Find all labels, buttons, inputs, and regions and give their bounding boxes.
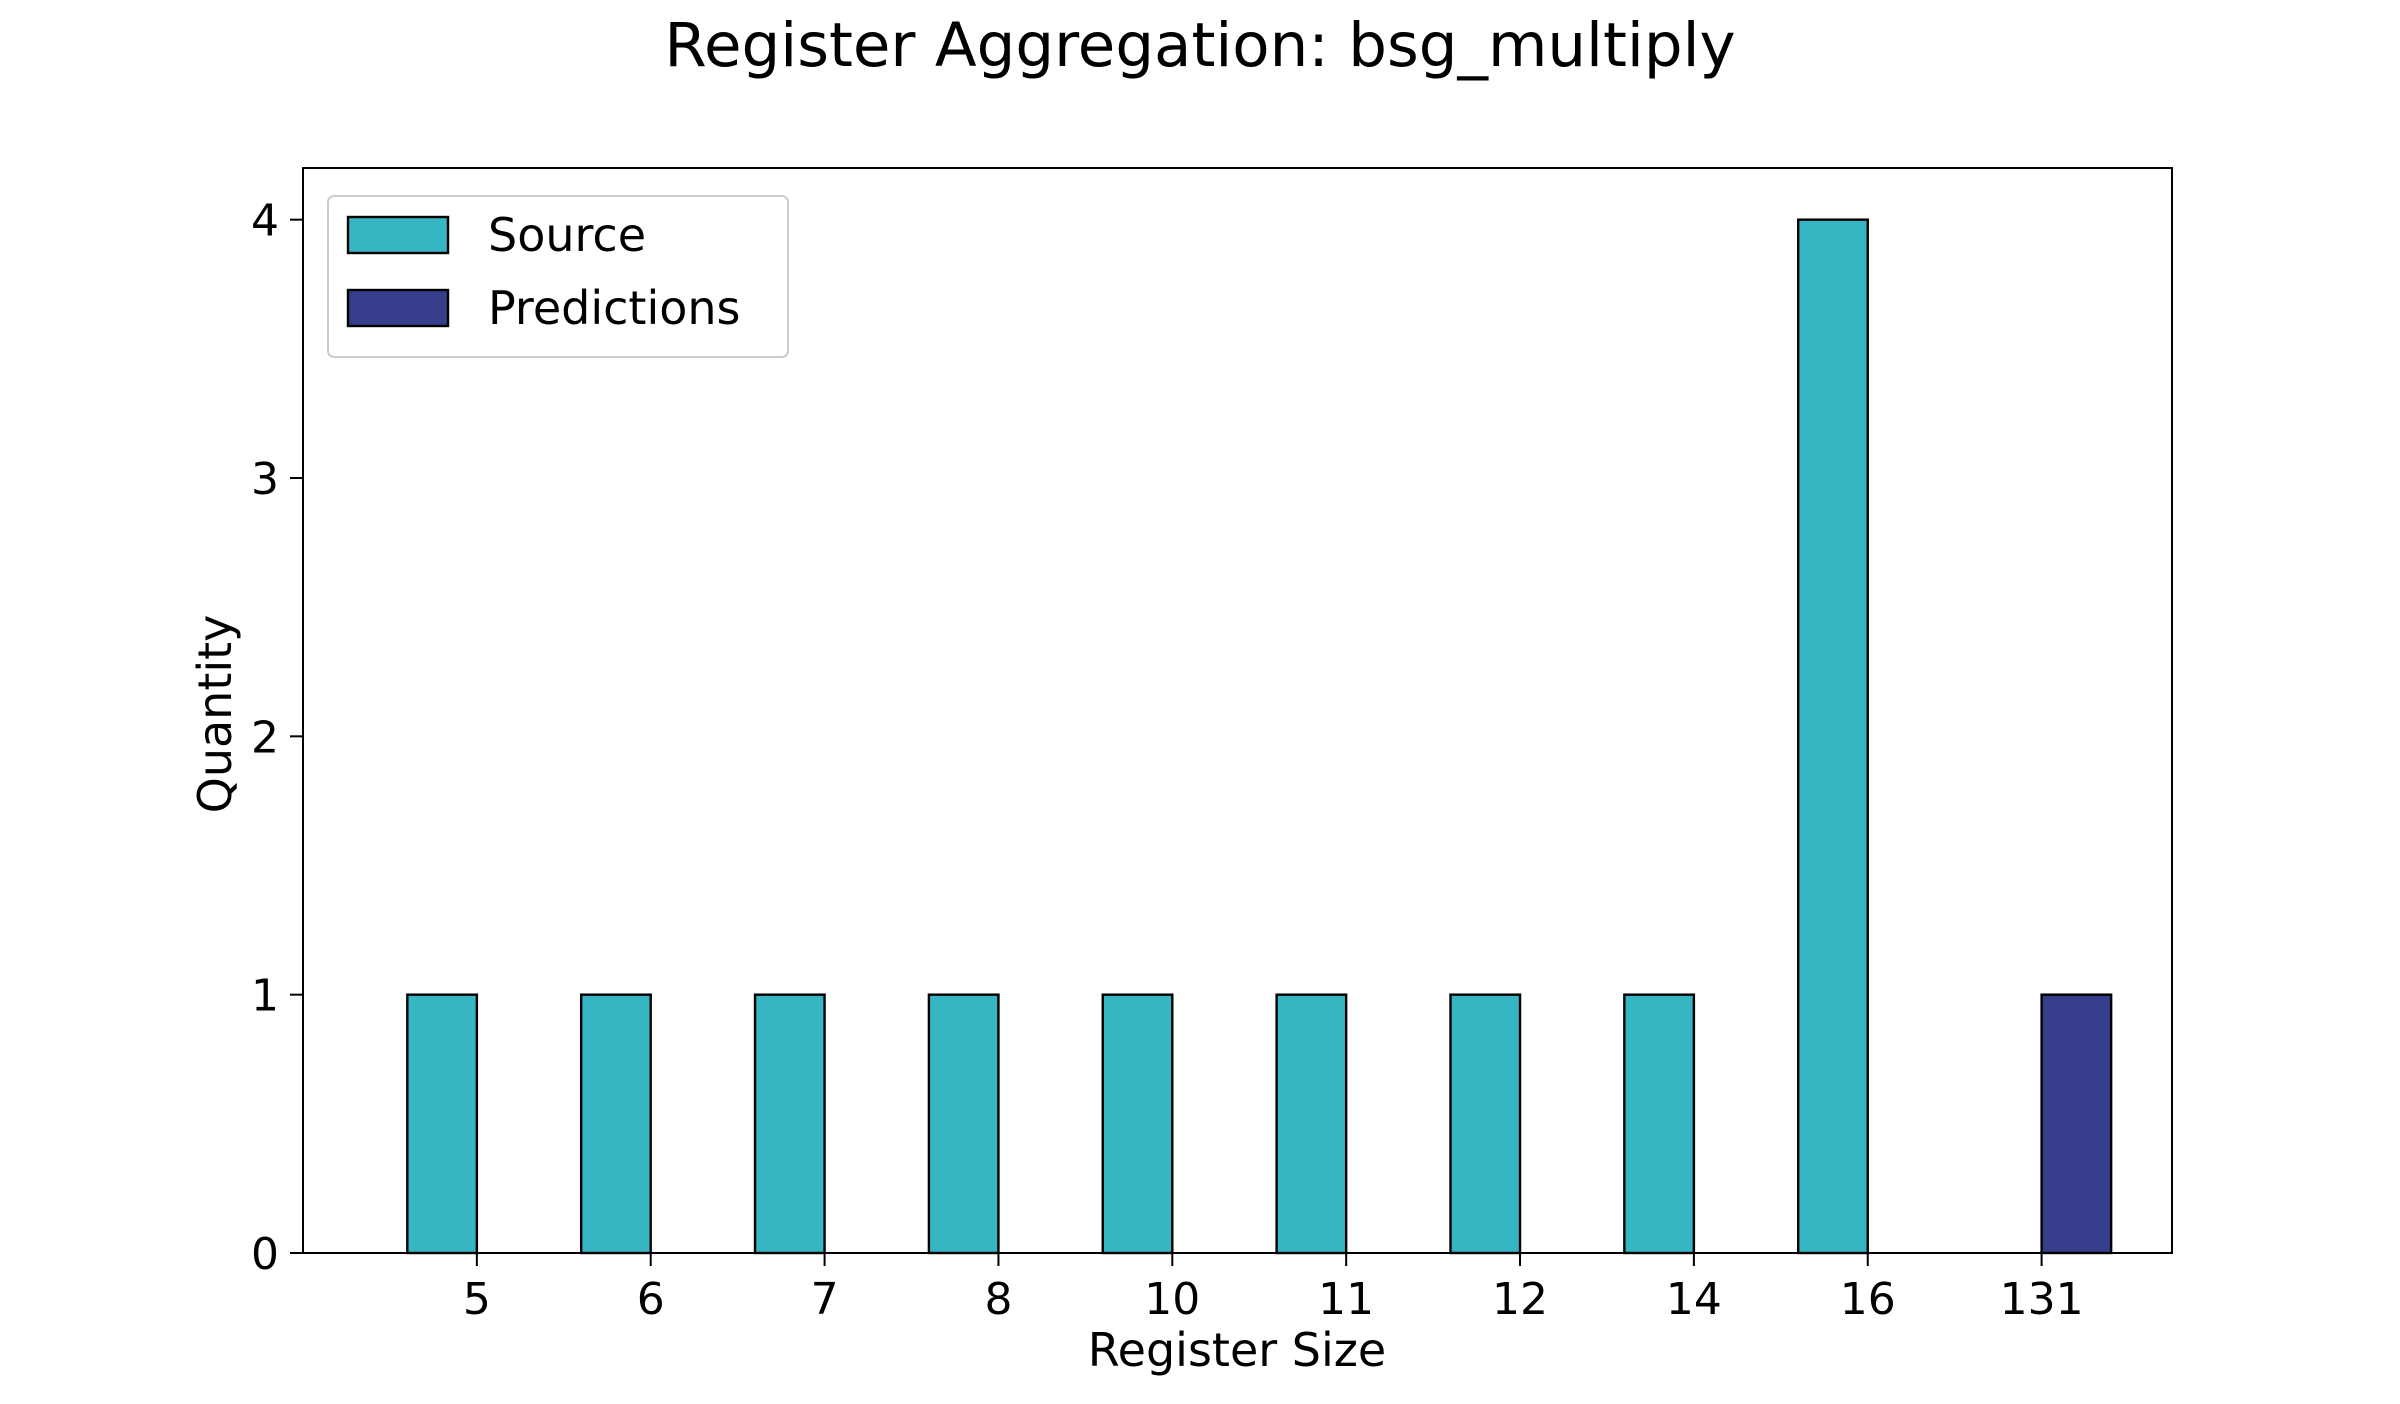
y-axis: 0 1 2 3 4 [251,196,303,1280]
bar-source-6 [579,993,652,1255]
y-tick-label: 1 [251,971,279,1022]
x-tick-label: 11 [1318,1274,1374,1325]
x-tick-label: 7 [811,1274,839,1325]
legend: Source Predictions [327,195,789,358]
y-axis-label: Quantity [188,615,242,814]
bar-source-10 [1101,993,1174,1255]
y-tick-label: 3 [251,454,279,505]
legend-label-source: Source [488,208,646,262]
legend-swatch-source [346,215,450,255]
bar-source-5 [406,993,479,1255]
x-tick-label: 10 [1144,1274,1200,1325]
legend-swatch-predictions [346,288,450,328]
plot-frame [302,167,2173,1254]
legend-label-predictions: Predictions [488,281,740,335]
x-tick-label: 16 [1840,1274,1896,1325]
x-tick-label: 6 [637,1274,665,1325]
bar-source-7 [753,993,826,1255]
bar-source-8 [927,993,1000,1255]
x-tick-label: 5 [463,1274,491,1325]
x-axis-label: Register Size [1088,1323,1386,1377]
bar-source-14 [1623,993,1696,1255]
x-axis: 5 6 7 8 10 11 12 14 16 131 [463,1253,2084,1325]
x-tick-label: 8 [984,1274,1012,1325]
bars-layer [406,218,2113,1255]
x-tick-label: 131 [2000,1274,2084,1325]
x-tick-label: 14 [1666,1274,1722,1325]
y-tick-label: 2 [251,712,279,763]
bar-source-11 [1275,993,1348,1255]
y-tick-label: 0 [251,1229,279,1280]
chart-title: Register Aggregation: bsg_multiply [664,10,1735,81]
bar-source-12 [1449,993,1522,1255]
x-tick-label: 12 [1492,1274,1548,1325]
bar-source-16 [1796,218,1869,1255]
bar-predictions-131 [2040,993,2113,1255]
y-tick-label: 4 [251,196,279,247]
